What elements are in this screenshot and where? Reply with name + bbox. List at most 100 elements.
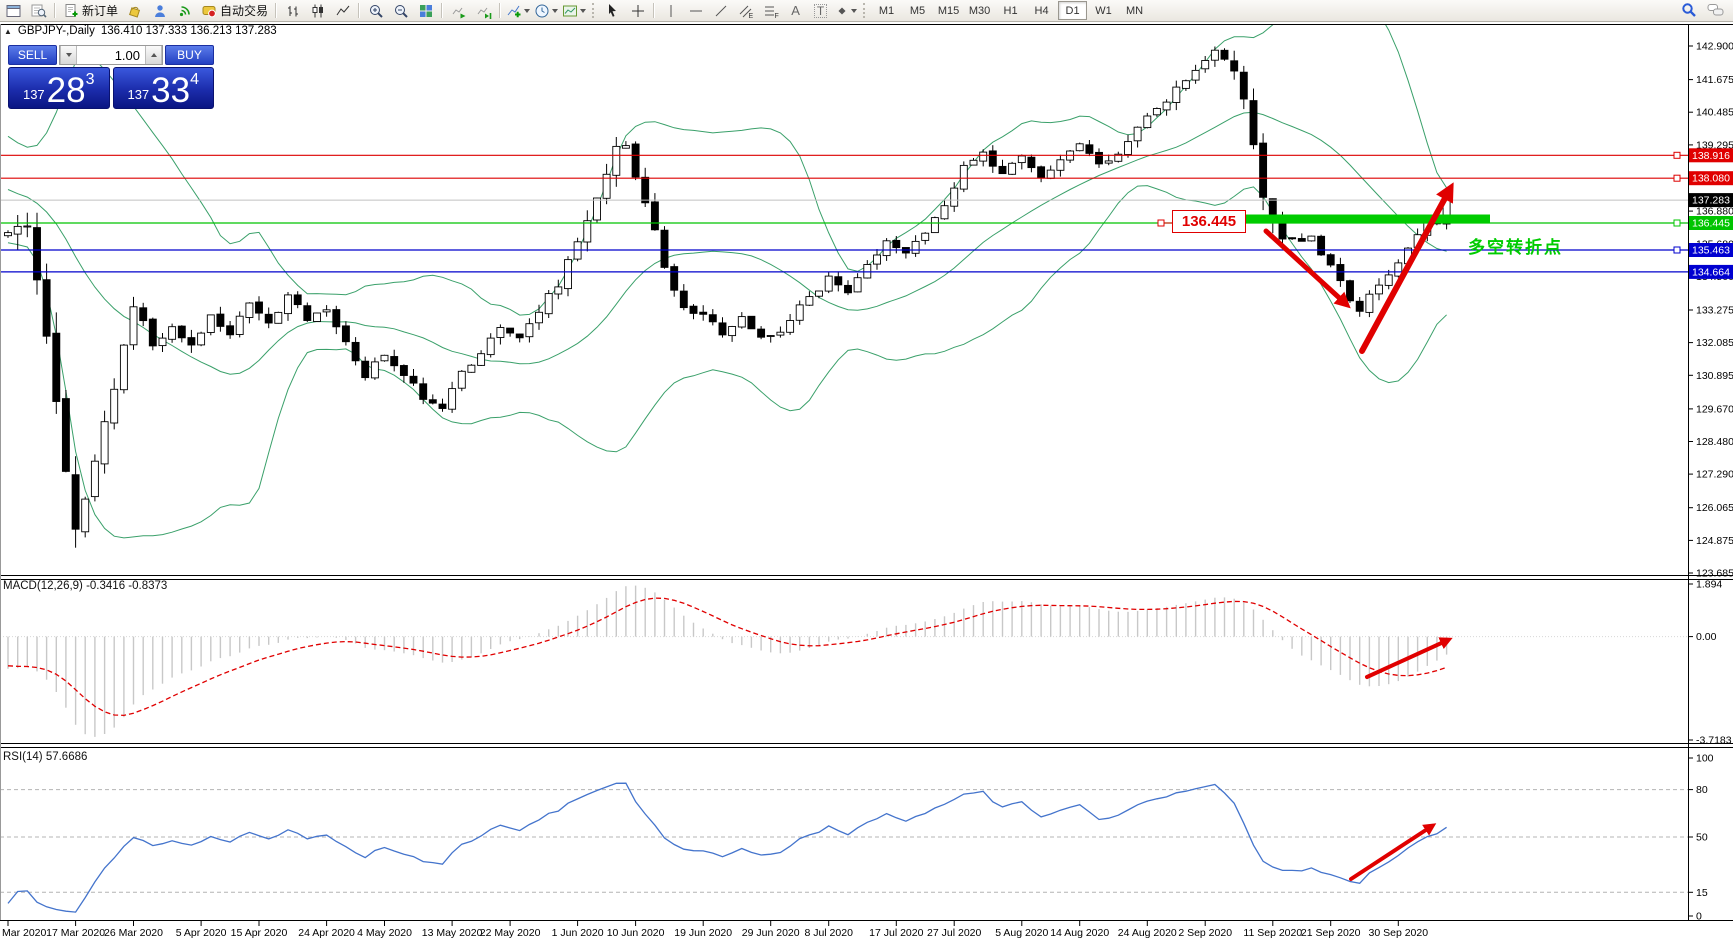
shapes-icon[interactable] (833, 1, 859, 21)
timeframe-button-h1[interactable]: H1 (1003, 4, 1018, 17)
channel-icon[interactable]: E (733, 1, 758, 21)
sell-price-panel[interactable]: 137 28 3 (8, 67, 110, 109)
svg-text:127.290: 127.290 (1696, 469, 1733, 481)
volume-increase-button[interactable] (145, 46, 162, 64)
add-indicator-icon[interactable] (504, 1, 532, 21)
candle (863, 264, 872, 279)
line-handle[interactable] (1673, 151, 1681, 159)
candle (747, 315, 756, 330)
line-handle[interactable] (1673, 219, 1681, 227)
candlestick-chart-icon[interactable] (305, 1, 330, 21)
bollinger-middle-band (7, 111, 1447, 375)
zoom-in-icon[interactable] (363, 1, 388, 21)
volume-input[interactable]: 1.00 (114, 47, 140, 63)
candle (110, 388, 119, 424)
buy-price-panel[interactable]: 137 33 4 (112, 67, 214, 109)
support-zone-bar[interactable] (1243, 214, 1490, 224)
candle (33, 227, 41, 281)
candle (42, 279, 51, 337)
horizontal-line-icon[interactable] (683, 1, 708, 21)
timeframe-button-m1[interactable]: M1 (878, 4, 895, 17)
label-tool-icon[interactable]: T (808, 1, 833, 21)
timeframe-button-m5[interactable]: M5 (909, 4, 926, 17)
new-order-button[interactable]: 新订单 (59, 1, 122, 21)
chat-icon[interactable] (1707, 2, 1725, 23)
crosshair-icon[interactable] (625, 1, 650, 21)
cursor-icon[interactable] (600, 1, 625, 21)
autotrading-button[interactable]: 自动交易 (197, 1, 272, 21)
turning-point-annotation[interactable]: 多空转折点 (1468, 238, 1563, 257)
timeframe-button-mn[interactable]: MN (1125, 4, 1144, 17)
timeframe-button-m30[interactable]: M30 (968, 4, 991, 17)
sell-button[interactable]: SELL (8, 45, 57, 65)
timeframe-button-w1[interactable]: W1 (1095, 4, 1112, 17)
signal-icon[interactable] (172, 1, 197, 21)
styles-bucket-icon[interactable] (122, 1, 147, 21)
data-window-icon[interactable] (26, 1, 51, 21)
trend-arrow[interactable] (1359, 182, 1454, 354)
timeframe-button-m15[interactable]: M15 (937, 4, 960, 17)
bid-price-badge: 137.283 (1689, 193, 1733, 208)
annotation-anchor[interactable] (1157, 219, 1165, 227)
volume-decrease-button[interactable] (60, 46, 77, 64)
candle (496, 327, 505, 338)
candle (1346, 280, 1354, 302)
trend-arrow[interactable] (1349, 823, 1437, 881)
svg-text:130.895: 130.895 (1696, 370, 1733, 382)
candle (1288, 237, 1297, 240)
auto-scroll-icon[interactable] (446, 1, 471, 21)
candle (969, 159, 978, 166)
chart-marker-icon: ▲ (4, 26, 12, 36)
new-chart-icon[interactable] (1, 1, 26, 21)
buy-button[interactable]: BUY (165, 45, 214, 65)
price-axis[interactable]: 142.900141.675140.485139.295136.880135.6… (1688, 41, 1733, 923)
candle (187, 337, 196, 346)
candle (1085, 144, 1094, 154)
candle (390, 356, 399, 367)
candle (853, 277, 862, 293)
candle (892, 239, 901, 249)
candle (216, 313, 225, 327)
trendline-icon[interactable] (708, 1, 733, 21)
svg-text:11 Sep 2020: 11 Sep 2020 (1243, 927, 1302, 939)
candle (805, 296, 814, 306)
symbol-ohlc: 136.410 137.333 136.213 137.283 (100, 25, 277, 37)
price-badge-138.080: 138.080 (1689, 171, 1733, 186)
candle (679, 290, 688, 309)
candle (486, 337, 495, 356)
chart-shift-icon[interactable] (471, 1, 496, 21)
line-handle[interactable] (1673, 174, 1681, 182)
candle (1133, 126, 1142, 142)
svg-text:13 May 2020: 13 May 2020 (422, 927, 483, 939)
search-icon[interactable] (1681, 2, 1697, 23)
bar-chart-icon[interactable] (280, 1, 305, 21)
text-tool-icon[interactable]: A (791, 3, 800, 18)
svg-text:80: 80 (1696, 784, 1708, 796)
candle (728, 326, 737, 337)
line-chart-icon[interactable] (330, 1, 355, 21)
candle (911, 240, 920, 254)
zoom-out-icon[interactable] (388, 1, 413, 21)
vertical-line-icon[interactable] (658, 1, 683, 21)
sell-price-big: 28 (46, 71, 86, 111)
candle (940, 205, 949, 220)
svg-text:15: 15 (1696, 887, 1708, 899)
timeframe-button-d1[interactable]: D1 (1058, 1, 1088, 20)
candle (119, 344, 128, 391)
template-icon[interactable] (560, 1, 588, 21)
candle (544, 293, 553, 315)
candle (1162, 101, 1171, 111)
price-level-annotation[interactable]: 136.445 (1172, 210, 1246, 233)
trend-arrow[interactable] (1365, 637, 1453, 679)
trend-arrow[interactable] (1263, 228, 1351, 309)
periods-clock-icon[interactable] (532, 1, 560, 21)
profile-icon[interactable] (147, 1, 172, 21)
tile-windows-icon[interactable] (413, 1, 438, 21)
line-handle[interactable] (1673, 246, 1681, 254)
timeframe-button-h4[interactable]: H4 (1034, 4, 1049, 17)
candle (361, 360, 370, 379)
svg-text:0.00: 0.00 (1696, 631, 1717, 643)
fibonacci-icon[interactable]: F (758, 1, 783, 21)
svg-text:135.463: 135.463 (1692, 245, 1730, 257)
